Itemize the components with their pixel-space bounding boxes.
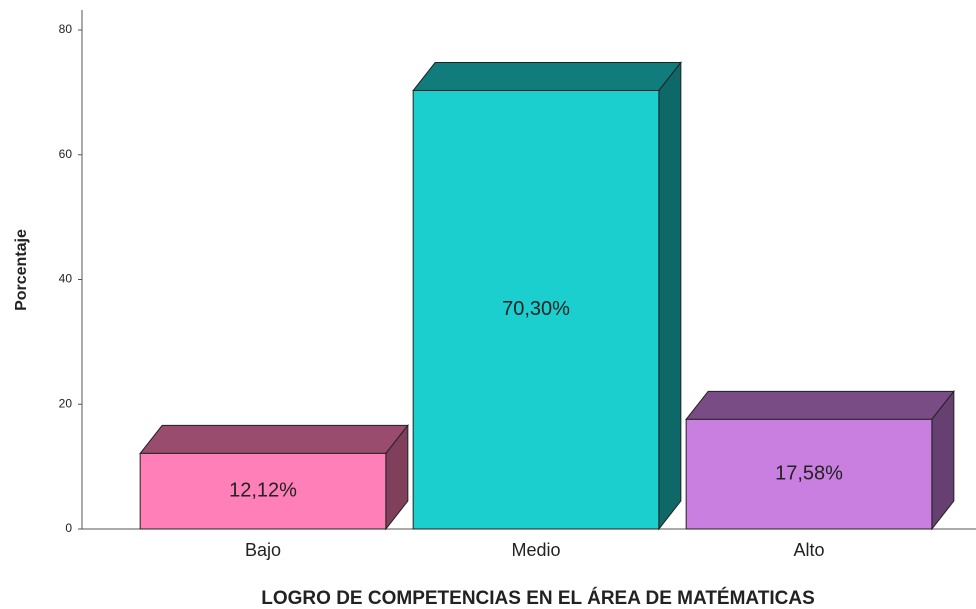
bar-side xyxy=(658,61,682,531)
value-label: 17,58% xyxy=(775,462,843,484)
y-axis-label: Porcentaje xyxy=(13,229,30,311)
bar xyxy=(685,418,933,530)
y-tick-label: 40 xyxy=(59,272,73,286)
value-label: 70,30% xyxy=(502,298,570,320)
bar xyxy=(412,90,660,530)
x-axis-label: LOGRO DE COMPETENCIAS EN EL ÁREA DE MATÉ… xyxy=(261,587,815,609)
y-tick-label: 20 xyxy=(59,396,73,410)
y-tick-label: 60 xyxy=(59,147,73,161)
bar xyxy=(139,452,387,530)
y-tick-label: 0 xyxy=(65,521,72,535)
bar-top xyxy=(139,424,409,454)
value-label: 12,12% xyxy=(229,479,297,501)
bar-top xyxy=(685,390,955,420)
x-tick-label: Alto xyxy=(793,540,824,560)
x-tick-label: Bajo xyxy=(245,540,281,560)
bar-top xyxy=(412,62,682,92)
x-tick-label: Medio xyxy=(511,540,560,560)
y-tick-label: 80 xyxy=(59,22,73,36)
